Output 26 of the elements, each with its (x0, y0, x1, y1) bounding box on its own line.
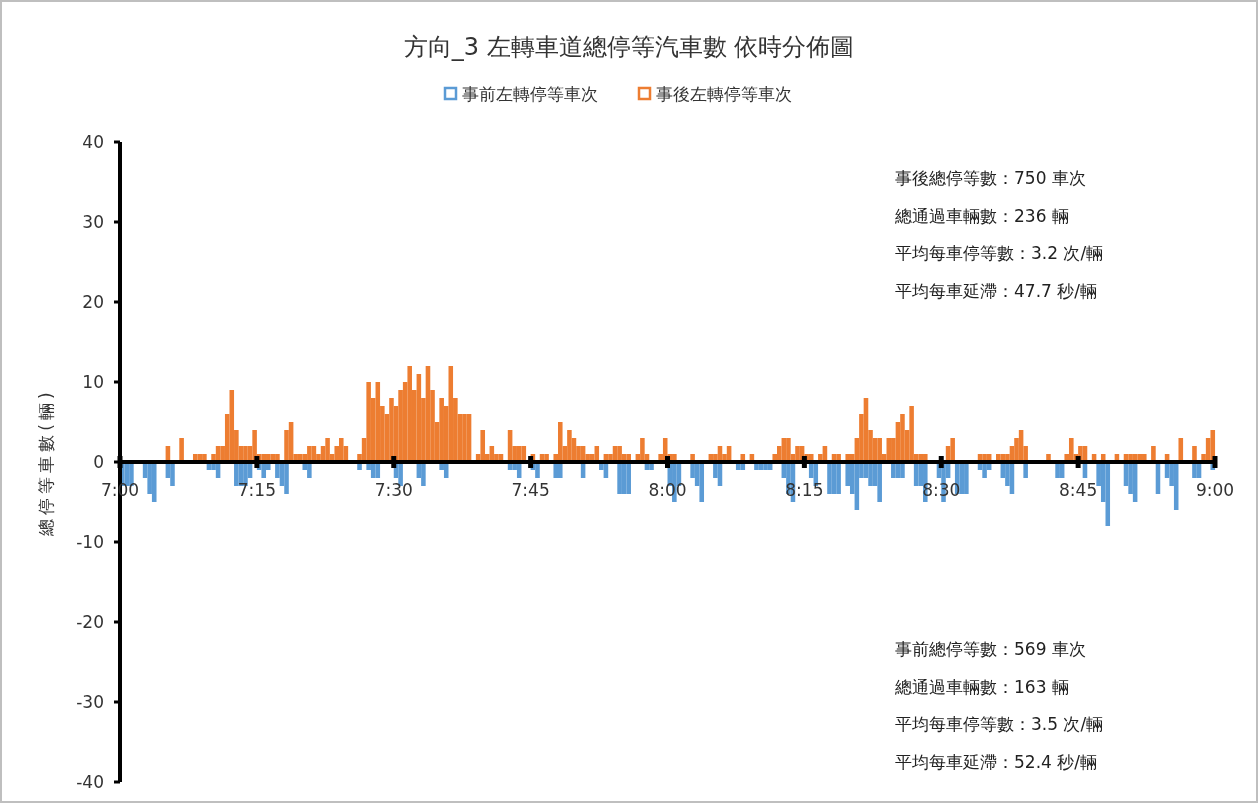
annotation: 總通過車輛數：236 輛 (894, 205, 1069, 226)
legend-label: 事前左轉停等車次 (462, 84, 598, 104)
y-tick-label: 20 (82, 292, 104, 312)
x-tick-label: 9:00 (1195, 480, 1235, 500)
y-tick-label: 40 (82, 132, 104, 152)
annotation: 平均每車停等數：3.5 次/輛 (895, 714, 1104, 734)
y-tick-label: 0 (93, 452, 104, 472)
y-tick-label: -10 (76, 532, 104, 552)
x-tick-label: 8:45 (1059, 480, 1098, 500)
annotation: 事後總停等數：750 車次 (895, 168, 1086, 188)
y-tick-label: -20 (76, 612, 104, 632)
x-tick-label: 7:15 (237, 480, 276, 500)
y-tick-label: 30 (82, 212, 104, 232)
annotation: 平均每車延滯：52.4 秒/輛 (895, 751, 1097, 772)
annotation: 總通過車輛數：163 輛 (894, 676, 1069, 697)
annotation: 平均每車停等數：3.2 次/輛 (895, 243, 1104, 263)
chart-title: 方向_3 左轉車道總停等汽車數 依時分佈圖 (403, 33, 855, 61)
annotation: 平均每車延滯：47.7 秒/輛 (895, 280, 1097, 301)
legend-label: 事後左轉停等車次 (656, 84, 792, 104)
x-tick-label: 7:45 (511, 480, 550, 500)
y-tick-label: 10 (82, 372, 104, 392)
x-tick-label: 7:30 (374, 480, 413, 500)
annotation: 事前總停等數：569 車次 (895, 639, 1086, 659)
y-axis-title: 總停等車數(輛) (36, 388, 56, 537)
y-tick-label: -40 (76, 772, 104, 792)
y-tick-label: -30 (76, 692, 104, 712)
